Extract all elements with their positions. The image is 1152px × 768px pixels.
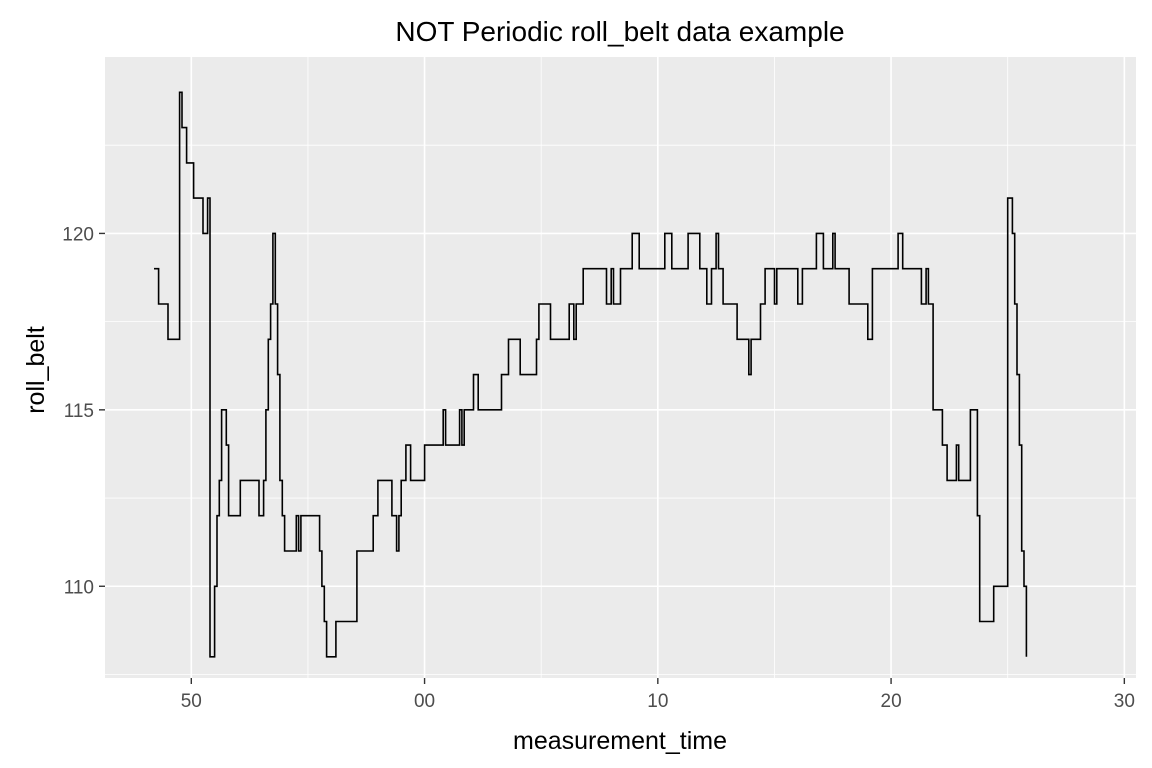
- y-axis-ticks: 110 115 120: [62, 224, 105, 598]
- series-line: [154, 91, 1028, 658]
- plot-panel: [105, 57, 1136, 678]
- y-tick-label: 115: [64, 401, 94, 422]
- series-layer: [154, 91, 1028, 658]
- x-tick-label: 30: [1114, 691, 1135, 712]
- x-tick-label: 20: [881, 691, 902, 712]
- x-tick-label: 10: [647, 691, 668, 712]
- x-axis-title: measurement_time: [513, 727, 727, 755]
- y-tick-label: 120: [62, 224, 94, 245]
- grid-major-lines: [105, 57, 1136, 678]
- y-tick-label: 110: [64, 577, 94, 598]
- x-tick-label: 50: [181, 691, 202, 712]
- x-tick-label: 00: [414, 691, 435, 712]
- chart-title: NOT Periodic roll_belt data example: [395, 16, 844, 47]
- x-axis-ticks: 50 00 10 20 30: [181, 678, 1135, 712]
- y-axis-title: roll_belt: [22, 326, 50, 414]
